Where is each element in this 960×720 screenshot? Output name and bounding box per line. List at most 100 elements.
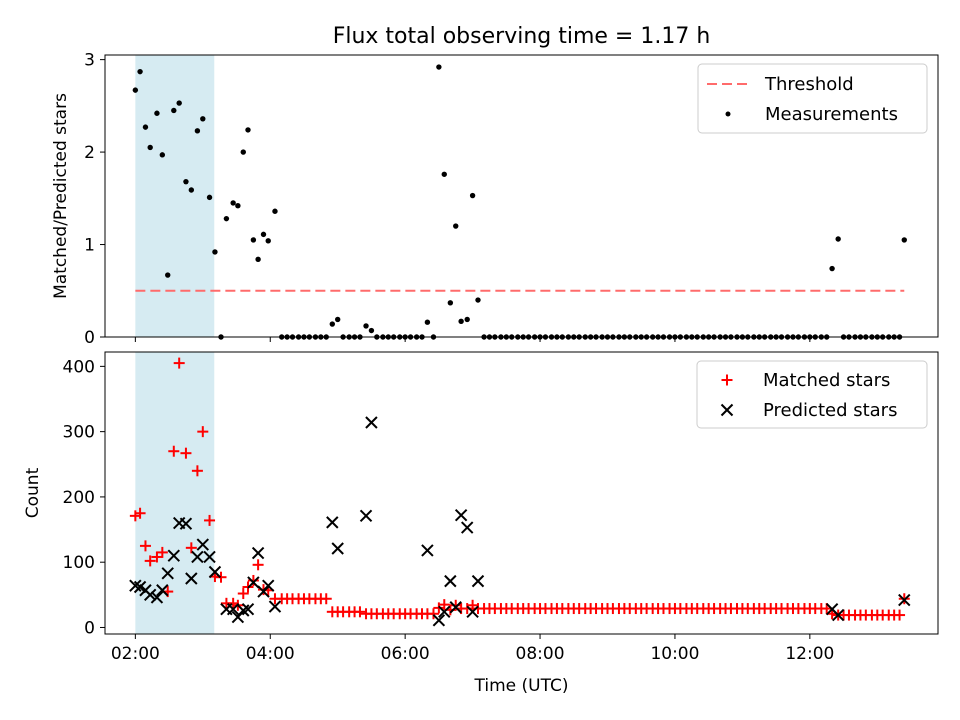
matched-star-point xyxy=(129,510,141,522)
x-stroke xyxy=(432,614,446,627)
predicted-star-point xyxy=(268,600,282,613)
legend-x-marker xyxy=(720,403,734,417)
predicted-star-point xyxy=(449,601,462,614)
y-tick-label: 3 xyxy=(84,51,95,71)
y-tick-label: 100 xyxy=(63,553,95,573)
legend-matched-label: Matched stars xyxy=(763,370,890,391)
measurement-point xyxy=(147,144,153,151)
measurement-point xyxy=(469,192,476,199)
matched-star-point xyxy=(173,357,185,369)
matched-stars-points xyxy=(129,357,910,621)
predicted-star-point xyxy=(471,574,485,588)
measurement-point xyxy=(363,323,369,329)
matched-star-point xyxy=(215,571,227,583)
x-stroke xyxy=(241,602,255,616)
measurement-point xyxy=(171,107,177,114)
matched-star-point xyxy=(191,465,203,477)
predicted-star-point xyxy=(438,605,451,619)
measurement-point xyxy=(329,321,336,327)
top-y-axis-label: Matched/Predicted stars xyxy=(51,93,71,299)
matched-star-point xyxy=(134,507,146,519)
matched-star-point xyxy=(168,445,180,457)
measurement-point xyxy=(475,297,481,303)
x-axis-label: Time (UTC) xyxy=(474,676,569,696)
measurement-point xyxy=(183,178,189,185)
x-tick-label: 12:00 xyxy=(785,644,834,664)
measurement-point xyxy=(436,64,442,70)
legend-predicted-swatch xyxy=(720,403,734,417)
y-tick-label: 200 xyxy=(63,488,95,508)
predicted-star-point xyxy=(196,538,210,551)
measurement-point xyxy=(212,249,218,255)
x-stroke xyxy=(143,588,157,602)
x-stroke xyxy=(326,516,339,529)
matched-star-point xyxy=(247,574,259,586)
x-stroke xyxy=(226,602,240,616)
bottom-axes-frame xyxy=(104,351,939,635)
predicted-star-point xyxy=(161,567,174,580)
matched-star-point xyxy=(144,555,156,567)
predicted-star-point xyxy=(191,550,204,564)
matched-star-point xyxy=(139,540,151,552)
predicted-star-point xyxy=(226,602,240,616)
measurement-point xyxy=(165,272,171,278)
y-tick-label: 2 xyxy=(84,143,95,163)
x-stroke xyxy=(449,601,462,614)
legend-matched-swatch xyxy=(721,374,733,386)
matched-star-point xyxy=(237,588,249,600)
measurement-point xyxy=(335,316,341,323)
matched-star-point xyxy=(204,514,216,526)
predicted-star-point xyxy=(156,584,169,597)
predicted-star-point xyxy=(359,509,373,523)
measurement-point xyxy=(142,124,149,130)
predicted-star-point xyxy=(208,565,222,579)
x-tick-label: 06:00 xyxy=(381,644,430,664)
measurement-point xyxy=(154,110,160,116)
y-tick-label: 0 xyxy=(84,328,95,348)
matched-star-point xyxy=(180,447,192,459)
predicted-star-point xyxy=(898,593,911,607)
x-stroke xyxy=(268,600,282,613)
measurement-point xyxy=(188,187,195,193)
y-tick-label: 300 xyxy=(63,423,95,443)
x-stroke xyxy=(185,572,198,585)
x-stroke xyxy=(129,579,142,592)
predicted-star-point xyxy=(251,546,265,560)
matched-star-point xyxy=(320,593,332,605)
matched-star-point xyxy=(156,546,168,558)
x-stroke xyxy=(150,591,164,604)
measurement-point xyxy=(250,237,257,243)
measurement-point xyxy=(137,68,143,75)
predicted-star-point xyxy=(466,605,479,619)
matched-star-point xyxy=(252,559,264,571)
predicted-star-point xyxy=(454,508,468,522)
x-stroke xyxy=(203,550,216,564)
measurement-point xyxy=(453,223,459,229)
measurement-point xyxy=(159,152,166,158)
top-axes-frame xyxy=(104,54,939,338)
bottom-y-ticks: 0 100 200 300 400 xyxy=(63,357,105,638)
measurement-point xyxy=(835,236,841,242)
x-stroke xyxy=(359,509,373,523)
x-stroke xyxy=(720,403,734,417)
bottom-legend-box xyxy=(696,360,928,429)
y-tick-label: 0 xyxy=(84,618,95,638)
predicted-star-point xyxy=(460,521,474,534)
legend-measurements-label: Measurements xyxy=(765,104,898,125)
measurement-point xyxy=(245,127,251,133)
legend-predicted-label: Predicted stars xyxy=(763,400,897,421)
predicted-star-point xyxy=(185,572,198,585)
legend-threshold-label: Threshold xyxy=(764,74,854,95)
measurement-point xyxy=(447,300,454,306)
x-tick-label: 04:00 xyxy=(246,644,295,664)
matched-star-point xyxy=(227,597,239,609)
measurement-point xyxy=(424,319,431,325)
x-stroke xyxy=(444,574,457,588)
predicted-star-point xyxy=(331,542,344,555)
predicted-star-point xyxy=(444,574,457,588)
measurement-point xyxy=(272,208,278,214)
matched-star-point xyxy=(197,426,209,438)
measurement-point xyxy=(829,265,835,272)
